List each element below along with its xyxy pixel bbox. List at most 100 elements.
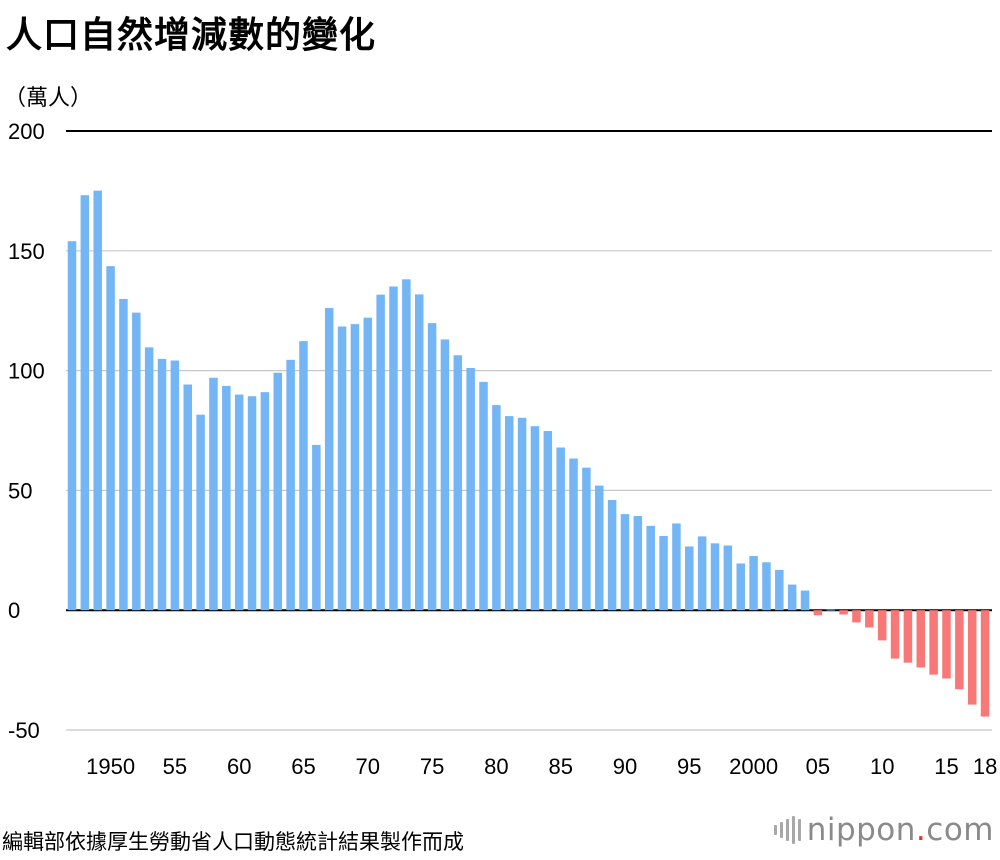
bar-1974 [414,294,424,611]
x-tick-label: 05 [806,754,830,779]
bar-2017 [967,610,977,705]
gridlines [66,130,992,731]
bar-1993 [659,535,668,611]
y-tick-label: 50 [8,478,32,503]
bar-2008 [852,610,861,623]
y-tick-label: 0 [8,598,20,623]
bar-1971 [376,294,385,611]
bar-2000 [749,556,758,611]
bar-1961 [247,396,257,611]
bar-1972 [389,286,398,611]
logo-dot: . [915,812,927,848]
nippon-logo: nippon.com [773,812,994,848]
bar-1952 [132,312,141,611]
bar-2011 [890,610,900,659]
bar-1967 [324,308,334,611]
bar-1960 [234,394,244,611]
x-tick-label: 60 [227,754,251,779]
logo-suffix: com [926,812,994,848]
bar-1954 [157,358,167,611]
y-tick-label: 150 [8,239,45,264]
x-tick-label: 1950 [86,754,135,779]
x-tick-label: 18 [973,754,997,779]
bar-1947 [67,241,77,611]
bar-1981 [504,416,514,611]
bar-1975 [427,323,437,611]
x-tick-label: 85 [548,754,572,779]
logo-name: nippon [806,812,916,848]
bar-1955 [170,360,180,611]
bar-2014 [929,610,938,675]
x-tick-label: 75 [420,754,444,779]
bar-1991 [633,516,643,611]
bar-1995 [685,546,694,611]
bar-1982 [517,417,527,611]
bar-2005 [813,610,823,616]
bar-1948 [80,195,90,611]
bar-2012 [903,610,913,663]
y-axis-unit-label: （萬人） [4,86,93,111]
bar-1951 [119,298,128,611]
bar-1953 [144,347,154,611]
bar-1963 [273,372,283,611]
x-tick-label: 90 [613,754,637,779]
bar-1985 [556,447,565,611]
bar-1962 [260,392,270,611]
bar-2016 [955,610,964,690]
bar-1976 [440,339,450,611]
logo-bars-icon [773,815,801,845]
bar-1959 [222,385,231,611]
bar-1990 [620,514,630,611]
bar-2001 [762,562,771,611]
bar-2006 [826,609,835,611]
bar-1994 [672,523,681,611]
chart-title: 人口自然增減數的變化 [6,15,377,56]
y-tick-label: 100 [8,359,45,384]
logo-text: nippon.com [807,812,994,848]
bar-1956 [183,384,192,611]
x-tick-label: 65 [291,754,315,779]
bar-1980 [492,405,501,611]
bar-2013 [916,610,926,668]
x-tick-label: 10 [870,754,894,779]
bar-1968 [337,326,347,611]
x-tick-label: 80 [484,754,508,779]
x-tick-labels: 1950 55 60 65 70 75 80 85 90 95 2000 05 10 15 18 [86,754,997,779]
bar-1987 [582,467,591,611]
source-note: 編輯部依據厚生勞動省人口動態統計結果製作而成 [2,830,464,854]
bar-1949 [93,190,102,611]
bar-2004 [800,590,810,611]
y-tick-labels: 200 150 100 50 0 -50 [8,119,45,743]
bar-1986 [569,458,578,611]
bar-1970 [363,317,373,611]
bar-1999 [736,563,745,611]
bar-1950 [106,266,115,611]
bar-1969 [350,324,360,611]
bar-chart: 200 150 100 50 0 -50 1950 55 60 65 70 75 80 85 90 95 20… [8,119,997,779]
bar-2007 [839,610,848,615]
bar-1957 [196,414,205,611]
bars [67,190,990,717]
x-tick-label: 55 [163,754,187,779]
bar-1988 [595,485,604,611]
x-tick-label: 2000 [729,754,778,779]
bar-1977 [453,355,463,611]
bar-1992 [646,525,655,611]
bar-1965 [299,341,308,611]
bar-2003 [787,584,797,611]
bar-1983 [530,426,540,611]
y-tick-label: -50 [8,718,40,743]
bar-1984 [543,430,553,611]
bar-2009 [865,610,874,628]
x-tick-label: 95 [677,754,701,779]
bar-1978 [466,367,475,611]
bar-1973 [402,279,411,611]
x-tick-label: 15 [934,754,958,779]
bar-2015 [942,610,951,679]
bar-1979 [479,381,488,611]
bar-1964 [286,359,295,611]
bar-1958 [209,377,218,611]
x-tick-label: 70 [356,754,380,779]
bar-2010 [877,610,887,641]
bar-1998 [723,545,733,611]
